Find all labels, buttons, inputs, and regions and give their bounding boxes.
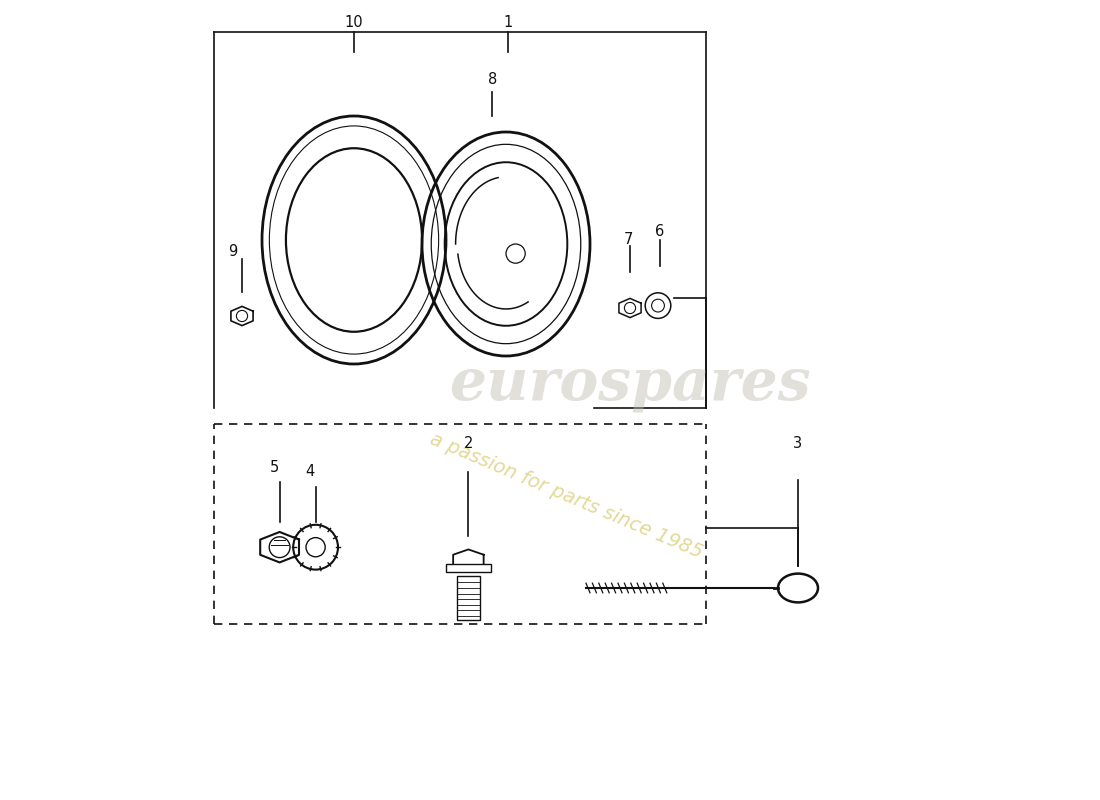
Polygon shape xyxy=(231,306,253,326)
Circle shape xyxy=(236,310,248,322)
Circle shape xyxy=(651,299,664,312)
Bar xyxy=(458,576,480,620)
Text: 6: 6 xyxy=(654,225,664,239)
Text: 7: 7 xyxy=(624,233,634,247)
Polygon shape xyxy=(261,532,299,562)
Polygon shape xyxy=(619,298,641,318)
Circle shape xyxy=(294,525,338,570)
Circle shape xyxy=(306,538,326,557)
Text: 1: 1 xyxy=(504,15,513,30)
Text: a passion for parts since 1985: a passion for parts since 1985 xyxy=(427,430,705,562)
Text: eurospares: eurospares xyxy=(449,356,811,412)
Text: 3: 3 xyxy=(793,437,803,451)
Text: 4: 4 xyxy=(306,465,315,479)
Circle shape xyxy=(625,302,636,314)
Text: 8: 8 xyxy=(487,73,497,87)
Polygon shape xyxy=(453,550,484,570)
Circle shape xyxy=(646,293,671,318)
Bar xyxy=(446,564,491,572)
Text: 2: 2 xyxy=(464,437,473,451)
Text: 9: 9 xyxy=(228,244,236,258)
Text: 10: 10 xyxy=(344,15,363,30)
Text: 5: 5 xyxy=(270,461,278,475)
Circle shape xyxy=(270,537,290,558)
Ellipse shape xyxy=(778,574,818,602)
